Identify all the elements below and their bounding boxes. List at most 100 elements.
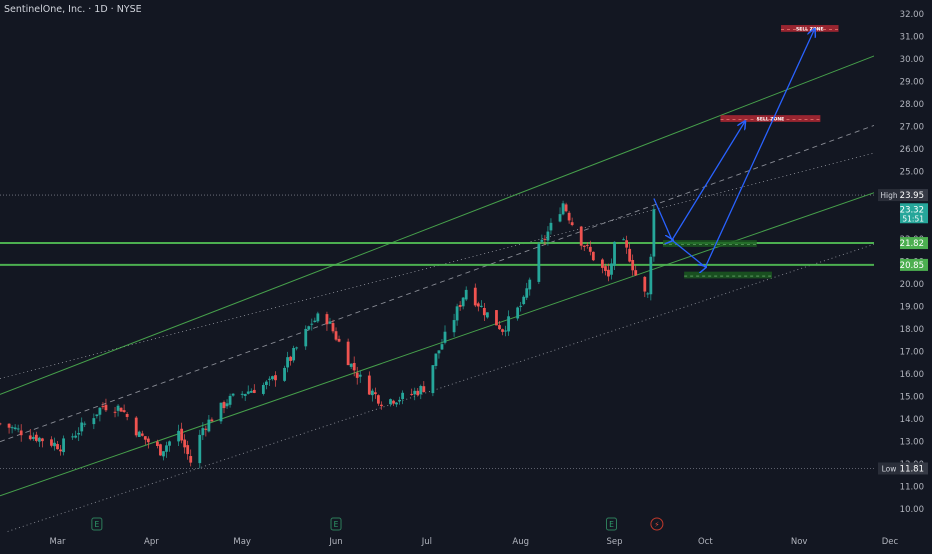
candle-body (582, 245, 586, 247)
candle-body (613, 241, 616, 266)
candle-body (440, 344, 444, 350)
candle-body (249, 390, 253, 393)
x-tick-label: Apr (144, 537, 159, 547)
x-tick-label: May (233, 537, 251, 547)
countdown-label: 51:51 (902, 214, 924, 223)
buy-zone-4 (684, 271, 772, 279)
candle-body (219, 402, 223, 422)
candle-body (601, 259, 604, 268)
low-value-label: 11.81 (900, 464, 924, 474)
high-value-box (900, 189, 928, 202)
candle-body (307, 326, 311, 330)
candle-body (331, 323, 335, 332)
candle-body (71, 436, 75, 438)
candle-body (95, 414, 99, 417)
candle-body (352, 362, 356, 371)
candle-body (540, 239, 544, 242)
candle-body (422, 386, 426, 393)
sell-zone-label-1: SELL ZONE (757, 117, 785, 123)
candle-body (579, 226, 583, 246)
channel-line-3 (0, 124, 874, 443)
level-price-label-2: 21.82 (900, 239, 924, 249)
candle-body (80, 422, 84, 432)
candle-body (252, 389, 256, 393)
y-axis: 10.0011.0012.0013.0014.0015.0016.0017.00… (878, 10, 928, 515)
x-tick-label: Jun (328, 537, 342, 547)
candle-body (189, 456, 193, 463)
candle-body (162, 451, 165, 457)
candle-body (564, 204, 568, 212)
candle-body (268, 378, 271, 380)
candle-body (588, 246, 592, 252)
candle-body (156, 441, 159, 446)
candle-body (537, 244, 541, 282)
candle-body (316, 313, 320, 322)
candle-body (416, 390, 420, 396)
candle-body (461, 297, 465, 307)
candle-body (19, 430, 23, 436)
y-tick-label: 29.00 (900, 77, 924, 87)
candle-body (485, 312, 489, 318)
x-tick-label: Jul (421, 537, 432, 547)
candle-body (504, 330, 507, 332)
x-tick-label: Mar (49, 537, 66, 547)
candle-body (159, 444, 162, 456)
candle-body (498, 325, 501, 330)
candle-body (546, 231, 550, 241)
candle-body (334, 331, 338, 340)
candle-body (56, 444, 59, 450)
candle-body (165, 445, 168, 452)
candle-body (28, 435, 32, 440)
earnings-marker-label-1: E (94, 520, 99, 529)
candle-body (380, 404, 383, 407)
dividend-event-icon-glyph: ⚡ (654, 520, 659, 529)
candle-body (522, 296, 526, 305)
candle-body (183, 439, 187, 448)
x-tick-label: Sep (607, 537, 623, 547)
candle-body (122, 410, 126, 412)
channel-line-5 (4, 243, 874, 532)
candle-body (204, 428, 208, 430)
candle-body (289, 356, 293, 361)
y-tick-label: 20.00 (900, 280, 924, 290)
candle-body (455, 306, 459, 321)
candle-body (34, 434, 38, 441)
plot-area: SELL ZONE SELL ZONE (0, 25, 874, 532)
low-name-label: Low (882, 464, 897, 473)
candle-body (271, 376, 274, 380)
candle-body (283, 367, 286, 381)
candle-body (328, 321, 332, 324)
candle-body (210, 419, 214, 422)
candle-body (274, 375, 277, 381)
candle-body (231, 393, 235, 396)
candle-body (295, 347, 299, 349)
candle-body (473, 287, 477, 306)
candle-body (561, 203, 565, 215)
candle-body (77, 433, 81, 435)
candle-body (479, 305, 483, 307)
candle-body (434, 353, 438, 366)
candle-body (286, 357, 289, 368)
candle-body (0, 423, 2, 425)
candle-body (652, 209, 656, 257)
y-tick-label: 16.00 (900, 370, 924, 380)
candle-body (370, 390, 374, 396)
candle-body (180, 428, 184, 441)
candle-body (377, 395, 380, 404)
candle-body (570, 222, 574, 226)
candle-body (113, 411, 117, 413)
candle-body (177, 430, 181, 442)
y-tick-label: 28.00 (900, 100, 924, 110)
candle-body (119, 407, 123, 412)
candle-body (37, 437, 41, 442)
candle-body (628, 248, 632, 262)
candle-body (264, 381, 268, 386)
candle-body (62, 438, 65, 453)
candle-body (101, 406, 105, 408)
candle-body (222, 402, 226, 409)
candle-body (240, 393, 244, 395)
candle-body (631, 260, 635, 271)
candle-body (482, 308, 486, 316)
